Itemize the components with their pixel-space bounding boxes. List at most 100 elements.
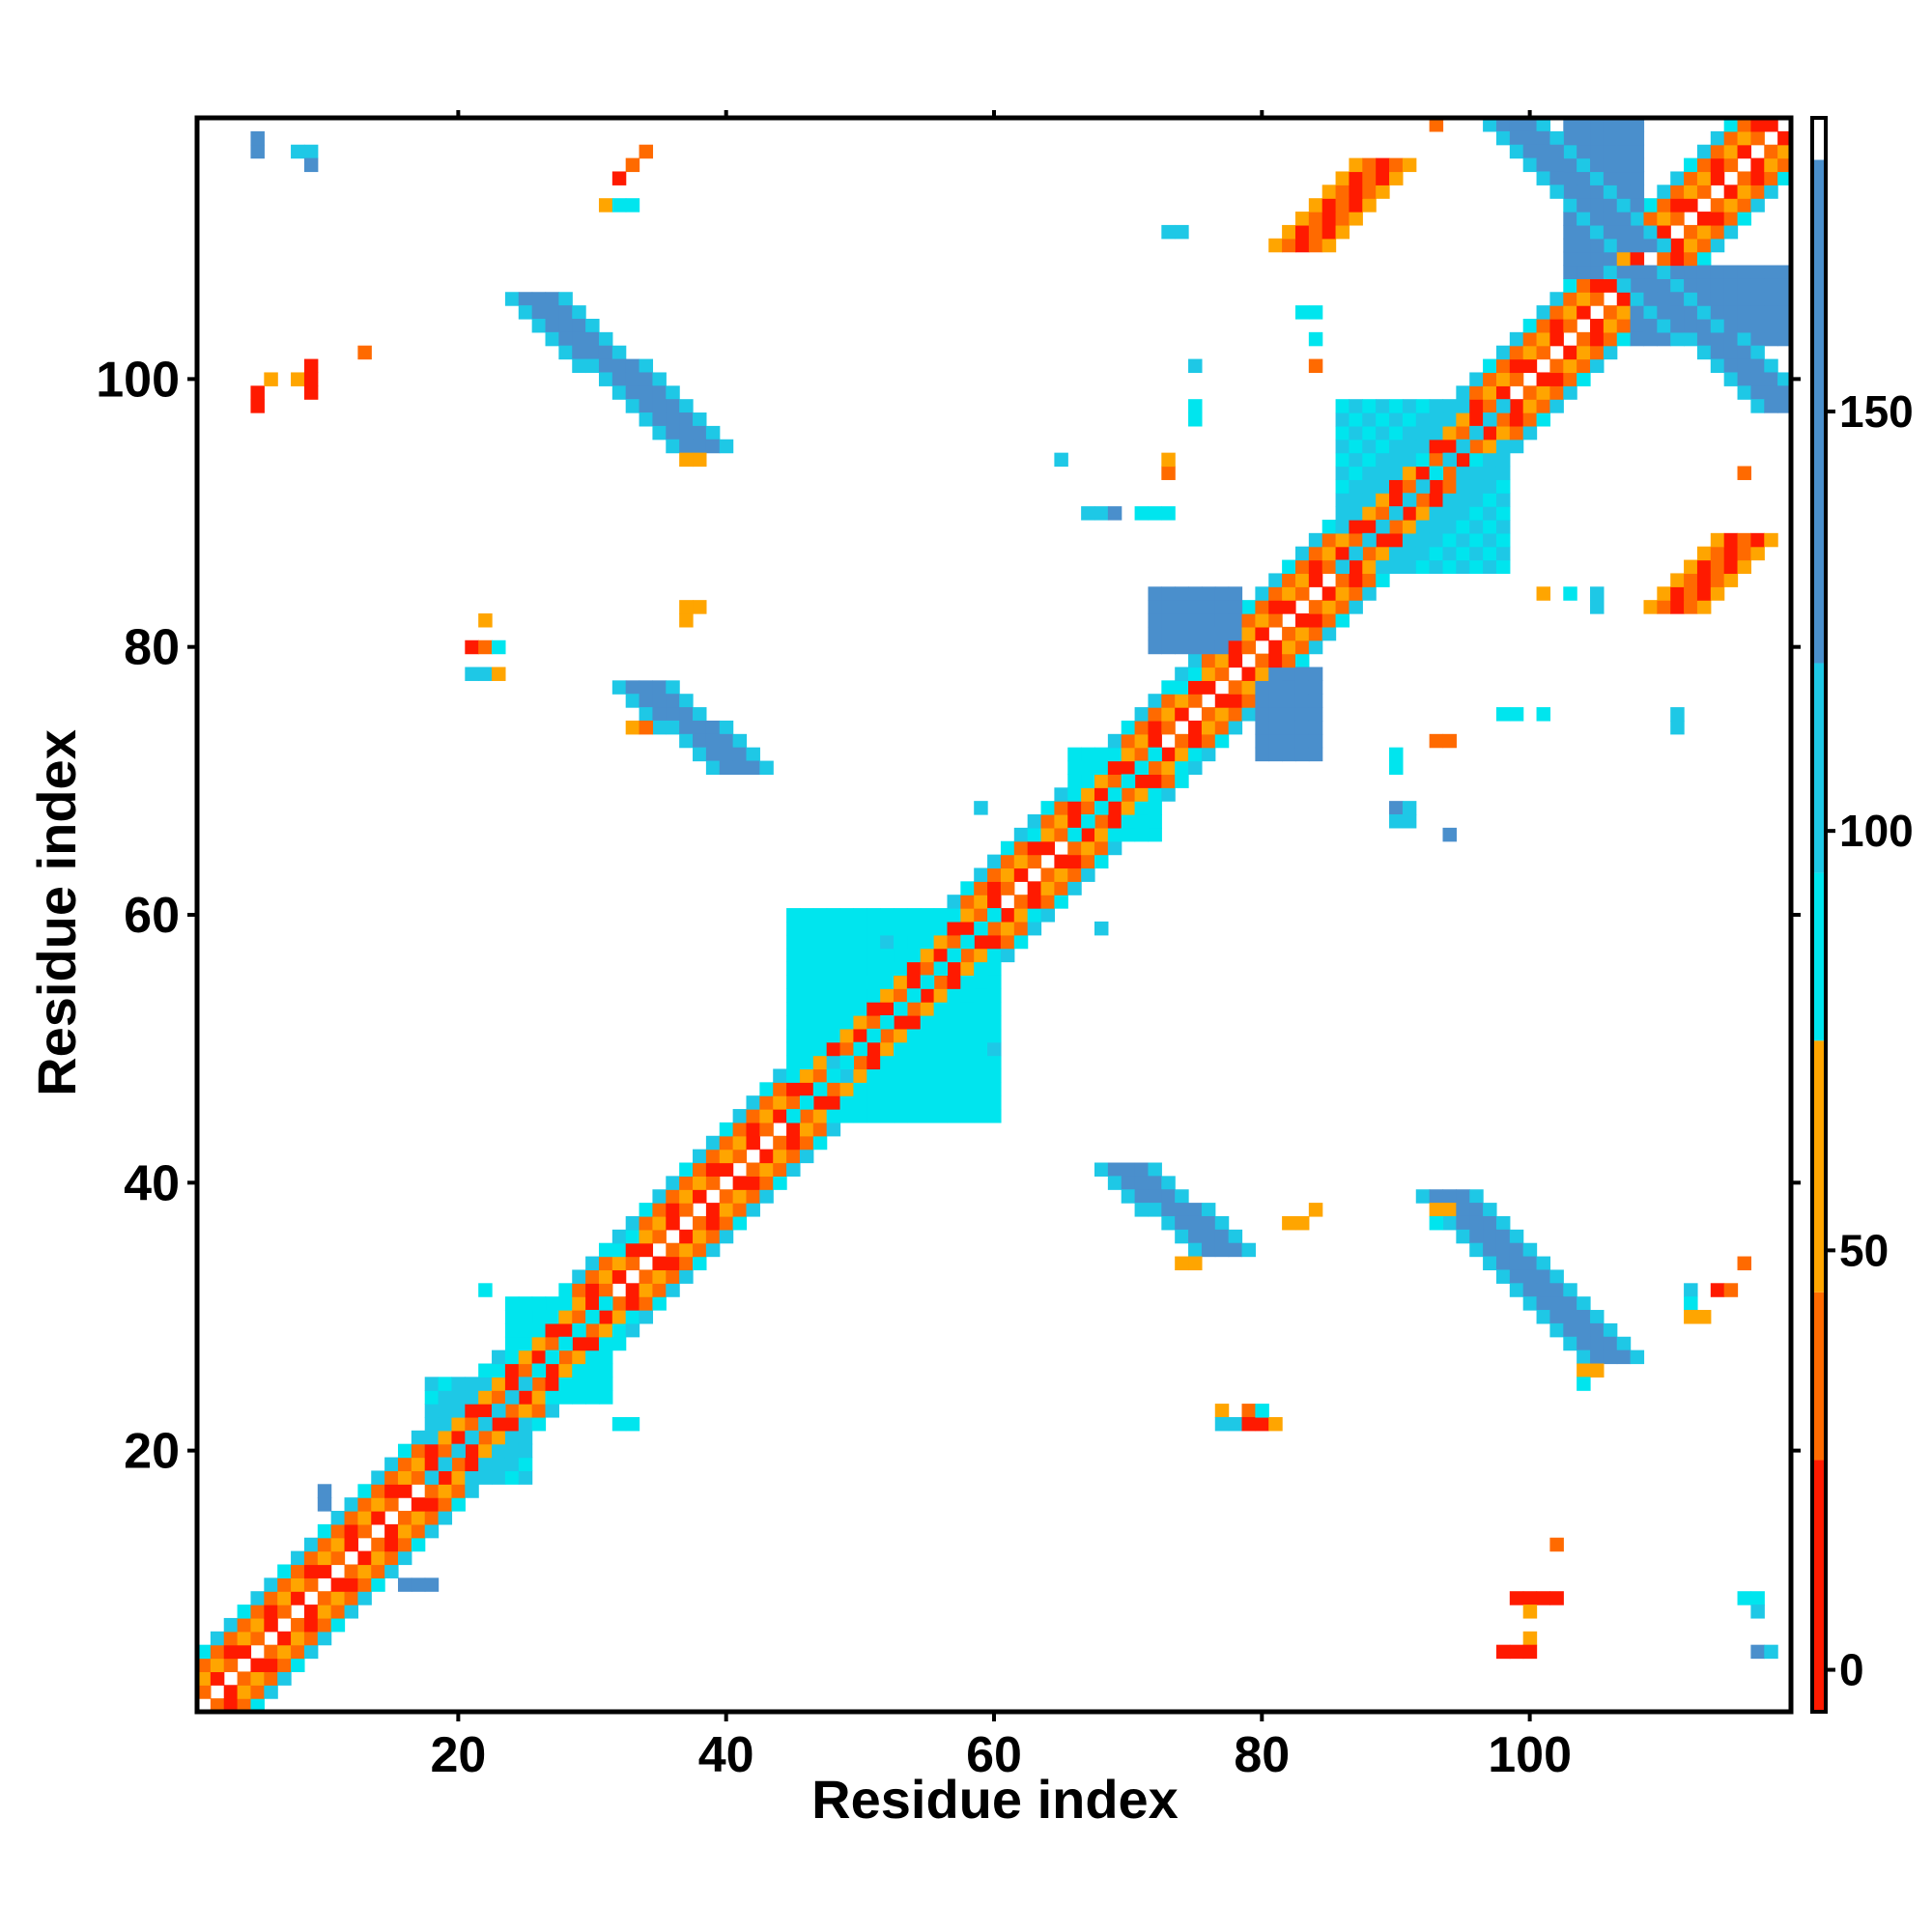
colorbar-tick-label: 50 bbox=[1839, 1225, 1889, 1275]
heatmap-cell bbox=[705, 1149, 721, 1164]
heatmap-cell bbox=[693, 600, 707, 614]
heatmap-cell bbox=[1670, 586, 1685, 601]
heatmap-cell bbox=[1335, 586, 1350, 601]
heatmap-cell bbox=[1750, 130, 1765, 146]
heatmap-cell bbox=[652, 680, 667, 695]
heatmap-cell bbox=[987, 895, 1002, 909]
heatmap-cell bbox=[799, 921, 814, 936]
heatmap-cell bbox=[1134, 506, 1150, 521]
heatmap-cell bbox=[1442, 412, 1457, 427]
heatmap-cell bbox=[1362, 399, 1377, 413]
y-tick-label: 80 bbox=[124, 620, 180, 676]
heatmap-cell bbox=[880, 908, 895, 923]
heatmap-cell bbox=[1456, 1215, 1470, 1231]
heatmap-cell bbox=[826, 1068, 841, 1083]
heatmap-cell bbox=[867, 1055, 881, 1070]
heatmap-cell bbox=[1188, 1215, 1203, 1231]
heatmap-cell bbox=[291, 1550, 305, 1566]
heatmap-cell bbox=[705, 1215, 721, 1231]
heatmap-cell bbox=[974, 1082, 988, 1096]
heatmap-cell bbox=[1294, 667, 1310, 681]
heatmap-cell bbox=[652, 385, 667, 400]
heatmap-cell bbox=[1389, 439, 1404, 454]
heatmap-cell bbox=[1469, 452, 1484, 468]
heatmap-cell bbox=[1376, 546, 1390, 561]
heatmap-cell bbox=[987, 1055, 1002, 1070]
heatmap-cell bbox=[906, 934, 922, 950]
heatmap-cell bbox=[746, 1122, 760, 1137]
heatmap-cell bbox=[545, 1404, 559, 1418]
colorbar-tick-label: 0 bbox=[1839, 1645, 1864, 1695]
heatmap-cell bbox=[1294, 680, 1310, 695]
heatmap-cell bbox=[1094, 814, 1109, 829]
heatmap-cell bbox=[933, 1055, 949, 1070]
heatmap-cell bbox=[1081, 747, 1095, 762]
heatmap-cell bbox=[1710, 586, 1725, 601]
heatmap-cell bbox=[786, 1109, 801, 1123]
heatmap-cell bbox=[625, 680, 640, 695]
heatmap-cell bbox=[317, 1484, 332, 1498]
heatmap-cell bbox=[1308, 573, 1323, 587]
heatmap-cell bbox=[1616, 1336, 1632, 1351]
heatmap-cell bbox=[1764, 1644, 1778, 1660]
heatmap-cell bbox=[679, 1176, 694, 1190]
heatmap-cell bbox=[639, 372, 654, 386]
heatmap-cell bbox=[330, 1511, 346, 1525]
heatmap-cell bbox=[1549, 1310, 1564, 1324]
heatmap-cell bbox=[210, 1631, 225, 1646]
heatmap-cell bbox=[1335, 600, 1350, 614]
heatmap-cell bbox=[1563, 1322, 1577, 1338]
heatmap-cell bbox=[1495, 385, 1511, 400]
heatmap-cell bbox=[1201, 707, 1216, 722]
heatmap-cell bbox=[1670, 278, 1685, 293]
heatmap-cell bbox=[264, 1671, 278, 1686]
heatmap-cell bbox=[693, 439, 707, 454]
heatmap-cell bbox=[839, 1002, 855, 1016]
heatmap-cell bbox=[867, 1082, 881, 1096]
heatmap-cell bbox=[1362, 439, 1377, 454]
heatmap-cell bbox=[478, 1363, 493, 1378]
heatmap-cell bbox=[598, 198, 613, 213]
heatmap-cell bbox=[1376, 519, 1390, 534]
heatmap-cell bbox=[1684, 559, 1698, 575]
heatmap-cell bbox=[492, 1404, 506, 1418]
heatmap-cell bbox=[504, 1350, 520, 1365]
heatmap-cell bbox=[759, 1122, 774, 1137]
heatmap-cell bbox=[746, 760, 760, 776]
heatmap-cell bbox=[1483, 1242, 1497, 1258]
heatmap-cell bbox=[1214, 1242, 1230, 1258]
heatmap-cell bbox=[1214, 720, 1230, 735]
heatmap-cell bbox=[1121, 814, 1136, 829]
heatmap-cell bbox=[853, 921, 867, 936]
heatmap-cell bbox=[1522, 425, 1538, 440]
heatmap-cell bbox=[1402, 479, 1417, 494]
heatmap-cell bbox=[303, 358, 319, 374]
heatmap-cell bbox=[1294, 639, 1310, 655]
heatmap-cell bbox=[1469, 1229, 1484, 1244]
heatmap-cell bbox=[1670, 292, 1685, 306]
heatmap-cell bbox=[1777, 171, 1792, 185]
heatmap-cell bbox=[1415, 452, 1431, 468]
heatmap-cell bbox=[478, 1283, 493, 1297]
heatmap-cell bbox=[1294, 694, 1310, 708]
heatmap-cell bbox=[1402, 452, 1417, 468]
heatmap-cell bbox=[693, 1176, 707, 1190]
heatmap-cell bbox=[1161, 1189, 1176, 1204]
heatmap-cell bbox=[237, 1685, 252, 1699]
heatmap-cell bbox=[1616, 157, 1632, 173]
heatmap-cell bbox=[1483, 452, 1497, 468]
heatmap-cell bbox=[1483, 412, 1497, 427]
heatmap-cell bbox=[1684, 238, 1698, 253]
heatmap-cell bbox=[625, 1229, 640, 1244]
heatmap-cell bbox=[1268, 720, 1283, 735]
heatmap-cell bbox=[639, 1242, 654, 1258]
heatmap-cell bbox=[1121, 827, 1136, 842]
heatmap-cell bbox=[1376, 559, 1390, 575]
heatmap-cell bbox=[1362, 171, 1377, 185]
heatmap-cell bbox=[705, 1176, 721, 1190]
heatmap-cell bbox=[1335, 493, 1350, 507]
heatmap-cell bbox=[1349, 546, 1363, 561]
heatmap-cell bbox=[411, 1537, 426, 1552]
heatmap-cell bbox=[1389, 425, 1404, 440]
heatmap-cell bbox=[465, 1404, 479, 1418]
